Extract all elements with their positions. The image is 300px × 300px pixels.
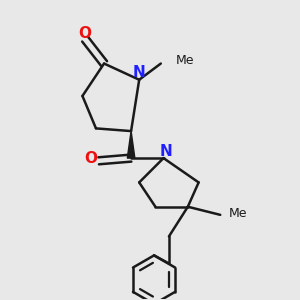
Text: N: N (133, 65, 146, 80)
Text: O: O (84, 151, 97, 166)
Text: Me: Me (176, 54, 194, 67)
Text: N: N (160, 144, 172, 159)
Text: Me: Me (228, 207, 247, 220)
Polygon shape (127, 131, 135, 158)
Text: O: O (79, 26, 92, 41)
